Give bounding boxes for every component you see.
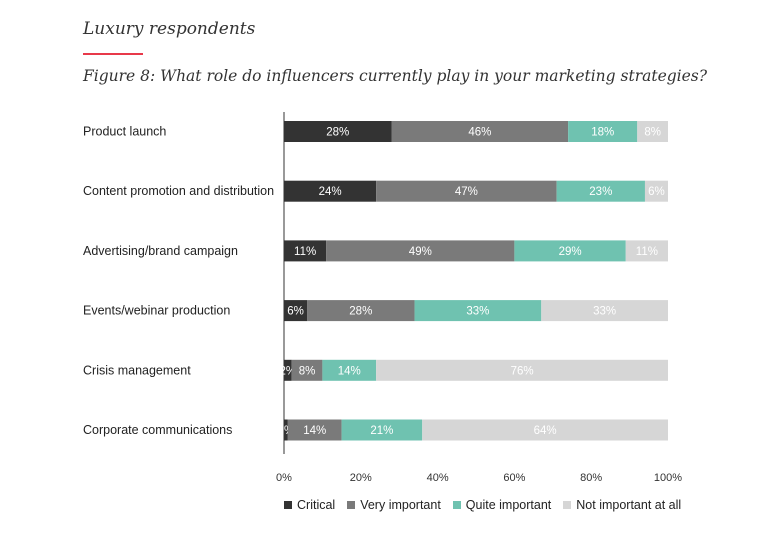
data-label-events-webinar-production-not-important-at-all: 33% xyxy=(593,306,616,318)
bar-events-webinar-production-not-important-at-all xyxy=(541,300,668,322)
bar-advertising-brand-campaign-very-important xyxy=(326,240,515,262)
x-tick-label: 20% xyxy=(350,472,372,484)
bar-crisis-management-quite-important xyxy=(322,359,377,381)
category-label-crisis-management: Crisis management xyxy=(83,363,191,377)
data-label-corporate-communications-not-important-at-all: 64% xyxy=(534,425,557,437)
data-label-product-launch-quite-important: 18% xyxy=(591,127,614,139)
data-label-crisis-management-not-important-at-all: 76% xyxy=(511,365,534,377)
bar-product-launch-critical xyxy=(284,121,392,142)
legend-item-quite-important: Quite important xyxy=(452,498,552,512)
data-label-crisis-management-very-important: 8% xyxy=(299,365,316,377)
data-label-product-launch-critical: 28% xyxy=(326,127,349,139)
x-tick-label: 80% xyxy=(580,472,602,484)
legend-swatch xyxy=(347,501,356,509)
bar-content-promotion-and-distribution-not-important-at-all xyxy=(644,180,668,202)
data-label-corporate-communications-very-important: 14% xyxy=(303,425,326,437)
bar-corporate-communications-very-important xyxy=(287,419,342,441)
category-label-advertising-brand-campaign: Advertising/brand campaign xyxy=(83,244,238,258)
bar-crisis-management-critical xyxy=(284,359,292,381)
bar-corporate-communications-not-important-at-all xyxy=(422,419,668,441)
bar-events-webinar-production-quite-important xyxy=(414,300,542,322)
x-tick-label: 60% xyxy=(503,472,525,484)
data-label-advertising-brand-campaign-quite-important: 29% xyxy=(559,246,582,258)
legend-swatch xyxy=(452,501,461,509)
data-label-product-launch-very-important: 46% xyxy=(468,127,491,139)
data-label-content-promotion-and-distribution-not-important-at-all: 6% xyxy=(648,186,665,198)
accent-rule xyxy=(83,53,143,55)
data-label-events-webinar-production-critical: 6% xyxy=(287,306,304,318)
data-label-crisis-management-quite-important: 14% xyxy=(338,365,361,377)
bar-advertising-brand-campaign-not-important-at-all xyxy=(625,240,668,262)
x-tick-label: 100% xyxy=(654,472,682,484)
data-label-corporate-communications-quite-important: 21% xyxy=(370,425,393,437)
data-label-advertising-brand-campaign-not-important-at-all: 11% xyxy=(636,246,658,258)
data-label-content-promotion-and-distribution-very-important: 47% xyxy=(455,186,478,198)
bar-corporate-communications-quite-important xyxy=(341,419,423,441)
bar-content-promotion-and-distribution-critical xyxy=(284,180,377,202)
bar-content-promotion-and-distribution-quite-important xyxy=(556,180,645,202)
data-label-events-webinar-production-quite-important: 33% xyxy=(466,306,489,318)
x-tick-label: 0% xyxy=(276,472,292,484)
legend-label: Quite important xyxy=(465,498,552,512)
bar-product-launch-very-important xyxy=(391,121,569,142)
legend-label: Very important xyxy=(360,498,441,512)
data-label-advertising-brand-campaign-critical: 11% xyxy=(294,246,316,258)
data-label-content-promotion-and-distribution-critical: 24% xyxy=(319,186,342,198)
bar-crisis-management-very-important xyxy=(291,359,323,381)
legend-label: Not important at all xyxy=(576,498,682,512)
bar-events-webinar-production-very-important xyxy=(307,300,415,322)
category-label-product-launch: Product launch xyxy=(83,125,166,139)
bar-product-launch-not-important-at-all xyxy=(637,121,668,142)
data-label-product-launch-not-important-at-all: 8% xyxy=(644,127,661,139)
legend-label: Critical xyxy=(297,498,336,512)
data-label-events-webinar-production-very-important: 28% xyxy=(349,306,372,318)
category-label-corporate-communications: Corporate communications xyxy=(83,423,232,437)
category-label-events-webinar-production: Events/webinar production xyxy=(83,304,230,318)
legend-swatch xyxy=(284,501,292,509)
data-label-advertising-brand-campaign-very-important: 49% xyxy=(409,246,432,258)
stacked-bar-chart: Product launch 28% 46% 18% 8% Content promoti… xyxy=(83,112,682,484)
bar-crisis-management-not-important-at-all xyxy=(376,359,668,381)
legend-item-very-important: Very important xyxy=(347,498,441,512)
figure-title: Figure 8: What role do influencers curre… xyxy=(83,67,708,85)
category-label-content-promotion-and-distribution: Content promotion and distribution xyxy=(83,184,274,198)
section-title: Luxury respondents xyxy=(83,19,256,39)
legend-swatch xyxy=(563,501,572,509)
legend-item-not-important-at-all: Not important at all xyxy=(563,498,681,512)
bar-corporate-communications-critical xyxy=(284,419,288,441)
bar-product-launch-quite-important xyxy=(568,121,638,142)
bar-advertising-brand-campaign-critical xyxy=(284,240,327,262)
bar-advertising-brand-campaign-quite-important xyxy=(514,240,626,262)
chart-legend: Critical Very important Quite important Not… xyxy=(284,498,681,512)
data-label-content-promotion-and-distribution-quite-important: 23% xyxy=(589,186,612,198)
legend-item-critical: Critical xyxy=(284,498,335,512)
bar-content-promotion-and-distribution-very-important xyxy=(376,180,557,202)
x-tick-label: 40% xyxy=(427,472,449,484)
bar-events-webinar-production-critical xyxy=(284,300,308,322)
